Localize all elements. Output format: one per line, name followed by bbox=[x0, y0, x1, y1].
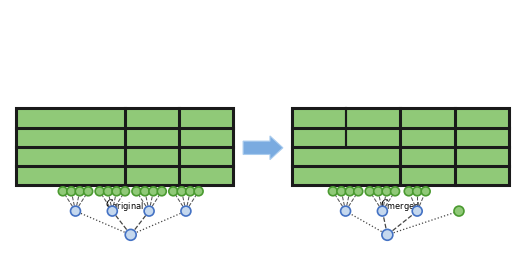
Bar bbox=[16, 108, 233, 185]
Circle shape bbox=[382, 187, 391, 196]
Circle shape bbox=[67, 187, 76, 196]
Circle shape bbox=[103, 187, 112, 196]
Circle shape bbox=[157, 187, 166, 196]
Circle shape bbox=[404, 187, 413, 196]
Circle shape bbox=[177, 187, 186, 196]
Circle shape bbox=[377, 206, 387, 216]
Circle shape bbox=[144, 206, 154, 216]
Circle shape bbox=[58, 187, 67, 196]
Circle shape bbox=[421, 187, 430, 196]
Circle shape bbox=[70, 206, 81, 216]
Circle shape bbox=[341, 206, 350, 216]
Circle shape bbox=[413, 187, 422, 196]
Circle shape bbox=[181, 206, 191, 216]
Circle shape bbox=[354, 187, 363, 196]
Circle shape bbox=[125, 229, 136, 240]
Circle shape bbox=[382, 229, 393, 240]
Circle shape bbox=[337, 187, 346, 196]
Circle shape bbox=[169, 187, 178, 196]
Circle shape bbox=[454, 206, 464, 216]
Circle shape bbox=[140, 187, 149, 196]
Circle shape bbox=[84, 187, 93, 196]
Circle shape bbox=[194, 187, 203, 196]
Circle shape bbox=[374, 187, 383, 196]
Circle shape bbox=[186, 187, 195, 196]
Circle shape bbox=[365, 187, 374, 196]
Circle shape bbox=[149, 187, 158, 196]
Text: $\mathcal{C}_{\mathrm{merged}}$: $\mathcal{C}_{\mathrm{merged}}$ bbox=[380, 197, 420, 213]
FancyArrow shape bbox=[243, 136, 283, 160]
Bar bbox=[292, 108, 509, 185]
Text: $\mathcal{C}_{\mathrm{original}}$: $\mathcal{C}_{\mathrm{original}}$ bbox=[105, 197, 144, 213]
Circle shape bbox=[108, 206, 117, 216]
Circle shape bbox=[95, 187, 104, 196]
Circle shape bbox=[75, 187, 84, 196]
Circle shape bbox=[412, 206, 422, 216]
Circle shape bbox=[346, 187, 354, 196]
Circle shape bbox=[132, 187, 141, 196]
Circle shape bbox=[120, 187, 129, 196]
Circle shape bbox=[329, 187, 338, 196]
Circle shape bbox=[391, 187, 400, 196]
Circle shape bbox=[112, 187, 121, 196]
